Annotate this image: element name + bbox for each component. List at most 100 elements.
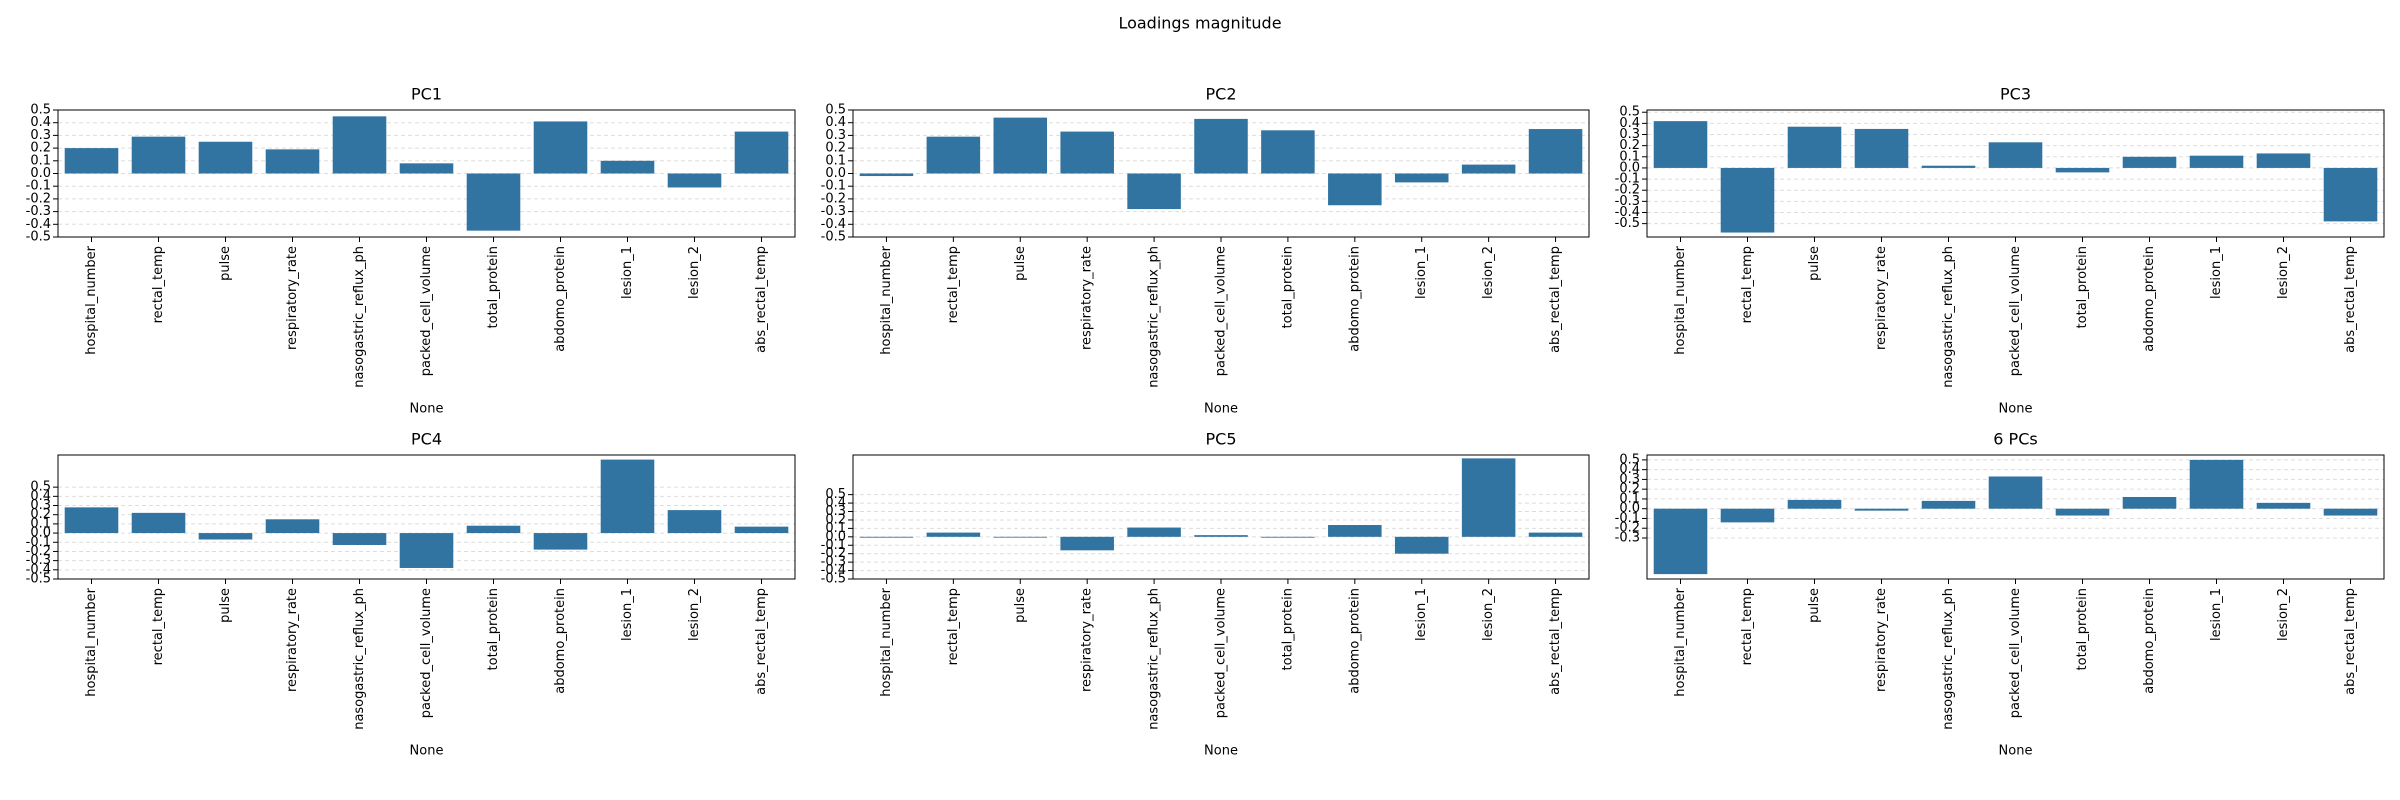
y-tick-label: 0.4 — [825, 496, 846, 511]
x-tick-label: hospital_number — [1673, 245, 1688, 354]
x-tick-label: hospital_number — [84, 245, 99, 354]
y-tick-label: 0.0 — [1619, 160, 1640, 175]
x-tick-label: total_protein — [1280, 246, 1295, 328]
x-axis-label: None — [1204, 744, 1238, 759]
y-tick-label: 0.2 — [30, 141, 51, 156]
bar — [859, 173, 914, 177]
y-tick-label: -0.4 — [26, 217, 51, 232]
y-tick-label: -0.2 — [821, 191, 846, 206]
y-tick-label: -0.2 — [1615, 183, 1640, 198]
y-tick-label: 0.0 — [1619, 501, 1640, 516]
bar — [2055, 167, 2110, 173]
y-tick-label: -0.3 — [26, 204, 51, 219]
y-tick-label: 0.3 — [30, 128, 51, 143]
x-tick-label: nasogastric_reflux_ph — [1941, 588, 1956, 730]
x-tick-label: abs_rectal_temp — [1548, 246, 1563, 353]
bar — [2189, 155, 2244, 168]
y-tick-label: 0.0 — [30, 526, 51, 541]
x-tick-label: respiratory_rate — [285, 588, 300, 692]
bar — [1528, 129, 1583, 174]
x-tick-label: nasogastric_reflux_ph — [1147, 588, 1162, 730]
y-tick-label: -0.1 — [1615, 172, 1640, 187]
y-tick-label: 0.4 — [1619, 462, 1640, 477]
figure-title: Loadings magnitude — [1118, 14, 1281, 33]
x-tick-label: packed_cell_volume — [1214, 246, 1229, 376]
x-tick-label: rectal_temp — [946, 246, 961, 323]
bar — [1194, 118, 1248, 174]
bar — [1461, 164, 1516, 174]
bar — [1261, 130, 1315, 174]
bar — [1060, 131, 1114, 174]
y-tick-label: 0.1 — [825, 521, 846, 536]
x-tick-label: pulse — [1807, 588, 1822, 623]
y-tick-label: 0.5 — [1619, 105, 1640, 120]
y-tick-label: -0.4 — [26, 562, 51, 577]
x-tick-label: respiratory_rate — [1874, 246, 1889, 350]
y-tick-label: 0.4 — [30, 489, 51, 504]
x-tick-label: respiratory_rate — [1080, 246, 1095, 350]
bar — [993, 536, 1048, 538]
bar — [2256, 502, 2311, 509]
bar — [1653, 508, 1708, 575]
y-tick-label: -0.1 — [821, 179, 846, 194]
y-tick-label: 0.5 — [825, 487, 846, 502]
y-tick-label: -0.1 — [26, 179, 51, 194]
bar — [533, 533, 588, 550]
y-tick-label: 0.5 — [30, 480, 51, 495]
axes-frame — [1646, 454, 2385, 580]
x-tick-label: lesion_2 — [2276, 246, 2291, 299]
bar — [131, 512, 186, 534]
x-tick-label: nasogastric_reflux_ph — [352, 246, 367, 388]
x-tick-label: abs_rectal_temp — [2343, 246, 2358, 353]
y-tick-label: -0.4 — [1615, 205, 1640, 220]
y-tick-label: 0.2 — [1619, 138, 1640, 153]
bar — [2122, 496, 2177, 509]
y-tick-label: -0.3 — [26, 553, 51, 568]
bar — [993, 117, 1048, 174]
bar — [1988, 476, 2043, 509]
x-tick-label: total_protein — [2075, 588, 2090, 670]
x-tick-label: pulse — [1013, 588, 1028, 623]
y-tick-label: -0.1 — [26, 535, 51, 550]
bar — [1787, 126, 1842, 168]
subplot-title: PC5 — [1206, 430, 1237, 449]
bar — [533, 121, 588, 174]
bar — [2256, 153, 2311, 168]
x-tick-label: pulse — [218, 246, 233, 281]
axes-frame — [1646, 109, 2385, 238]
bar — [1060, 536, 1114, 551]
y-tick-label: -0.5 — [821, 572, 846, 587]
x-tick-label: lesion_2 — [1481, 246, 1496, 299]
bar — [2323, 167, 2378, 222]
y-tick-label: 0.4 — [1619, 116, 1640, 131]
bar — [1328, 525, 1382, 537]
bar — [734, 526, 789, 534]
x-tick-label: lesion_2 — [2276, 588, 2291, 641]
x-tick-label: nasogastric_reflux_ph — [1147, 246, 1162, 388]
y-tick-label: -0.4 — [821, 217, 846, 232]
y-tick-label: 0.3 — [1619, 472, 1640, 487]
bar — [667, 173, 722, 188]
x-tick-label: pulse — [218, 588, 233, 623]
y-tick-label: 0.1 — [1619, 149, 1640, 164]
x-tick-label: rectal_temp — [1740, 588, 1755, 665]
y-tick-label: -0.2 — [1615, 521, 1640, 536]
x-tick-label: abdomo_protein — [1347, 246, 1362, 352]
x-tick-label: lesion_1 — [620, 246, 635, 299]
x-tick-label: respiratory_rate — [285, 246, 300, 350]
y-tick-label: 0.2 — [30, 507, 51, 522]
x-tick-label: lesion_1 — [2209, 246, 2224, 299]
x-tick-label: abs_rectal_temp — [754, 588, 769, 695]
bar — [466, 525, 521, 534]
y-tick-label: 0.3 — [825, 504, 846, 519]
bar — [198, 533, 253, 540]
bar — [1328, 173, 1382, 206]
x-tick-label: abdomo_protein — [2142, 246, 2157, 352]
x-tick-label: abdomo_protein — [1347, 588, 1362, 694]
bar — [2323, 508, 2378, 516]
x-tick-label: lesion_1 — [1414, 246, 1429, 299]
y-tick-label: 0.3 — [30, 498, 51, 513]
y-tick-label: 0.2 — [825, 512, 846, 527]
x-tick-label: packed_cell_volume — [2008, 588, 2023, 718]
x-tick-label: nasogastric_reflux_ph — [352, 588, 367, 730]
